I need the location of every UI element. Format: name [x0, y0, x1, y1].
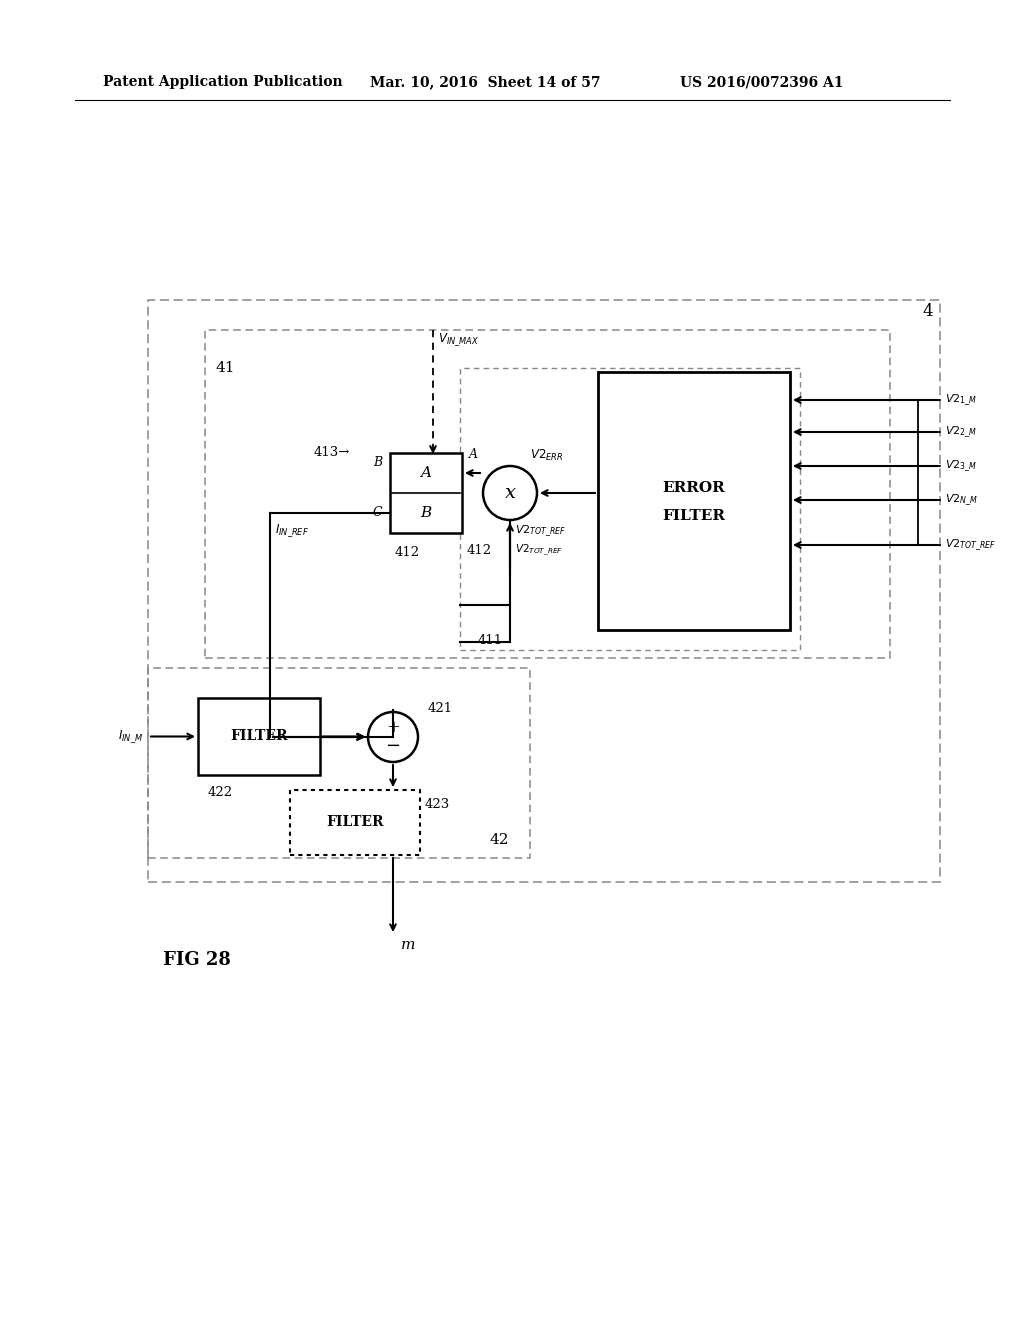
Text: 41: 41 — [215, 360, 234, 375]
Bar — [390, 453, 462, 533]
Text: Patent Application Publication: Patent Application Publication — [103, 75, 343, 88]
Bar — [148, 300, 940, 882]
Text: m: m — [401, 939, 416, 952]
Text: ERROR: ERROR — [663, 480, 725, 495]
Bar — [460, 368, 800, 649]
Text: A: A — [469, 449, 478, 462]
Text: $I_{IN\_M}$: $I_{IN\_M}$ — [118, 729, 143, 744]
Text: 422: 422 — [208, 787, 233, 800]
Text: FIG 28: FIG 28 — [163, 950, 230, 969]
Text: 411: 411 — [478, 634, 503, 647]
Text: $V2_{2\_M}$: $V2_{2\_M}$ — [945, 424, 977, 440]
Circle shape — [483, 466, 537, 520]
Text: $V2_{TOT\_REF}$: $V2_{TOT\_REF}$ — [515, 543, 563, 557]
Text: C: C — [373, 507, 382, 520]
Text: −: − — [385, 737, 400, 755]
Text: B: B — [373, 457, 382, 470]
Text: 413→: 413→ — [313, 446, 350, 458]
Text: 412: 412 — [395, 546, 420, 560]
Bar — [198, 698, 319, 775]
Text: x: x — [505, 484, 515, 502]
Text: B: B — [421, 506, 432, 520]
Text: A: A — [421, 466, 431, 480]
Text: $V2_{TOT\_REF}$: $V2_{TOT\_REF}$ — [945, 537, 996, 553]
Text: US 2016/0072396 A1: US 2016/0072396 A1 — [680, 75, 844, 88]
Bar — [148, 668, 530, 858]
Circle shape — [368, 711, 418, 762]
Text: 4: 4 — [922, 304, 933, 321]
Text: $V2_{N\_M}$: $V2_{N\_M}$ — [945, 492, 978, 508]
Bar — [598, 372, 790, 630]
Text: $V2_{ERR}$: $V2_{ERR}$ — [530, 447, 563, 462]
Text: 42: 42 — [490, 833, 510, 847]
Text: FILTER: FILTER — [663, 510, 725, 523]
Bar — [205, 330, 890, 657]
Text: $V_{IN\_MAX}$: $V_{IN\_MAX}$ — [438, 331, 479, 348]
Text: 423: 423 — [425, 799, 451, 812]
Text: 421: 421 — [428, 702, 454, 715]
Text: $I_{IN\_REF}$: $I_{IN\_REF}$ — [275, 523, 309, 540]
Text: $V2_{1\_M}$: $V2_{1\_M}$ — [945, 392, 977, 408]
Text: FILTER: FILTER — [327, 816, 384, 829]
Text: $V2_{TOT\_REF}$: $V2_{TOT\_REF}$ — [515, 523, 566, 539]
Bar — [290, 789, 420, 855]
Text: +: + — [386, 719, 400, 737]
Text: 412: 412 — [467, 544, 493, 557]
Text: Mar. 10, 2016  Sheet 14 of 57: Mar. 10, 2016 Sheet 14 of 57 — [370, 75, 600, 88]
Text: $V2_{3\_M}$: $V2_{3\_M}$ — [945, 458, 977, 474]
Text: FILTER: FILTER — [230, 730, 288, 743]
